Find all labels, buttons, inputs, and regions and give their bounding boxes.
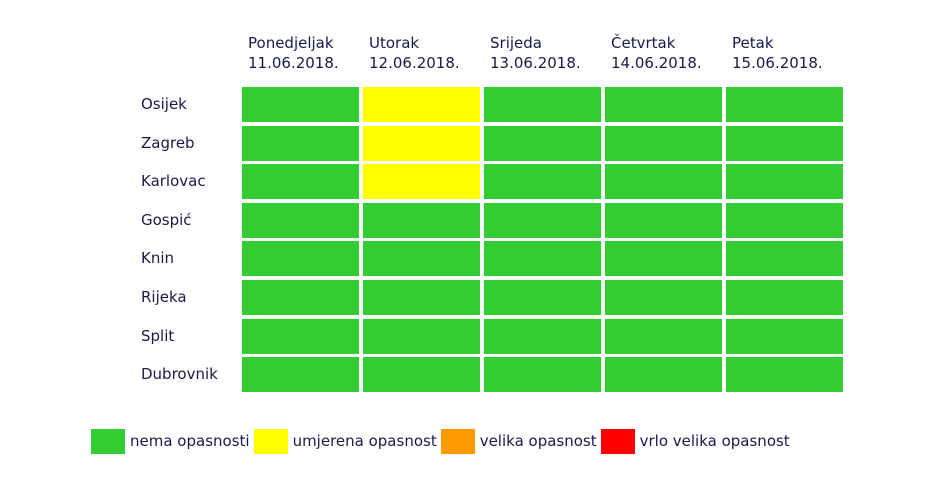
legend-label: velika opasnost [479, 432, 597, 450]
day-date: 14.06.2018. [611, 54, 702, 72]
heatmap-cell [363, 357, 480, 392]
heatmap-cell [484, 357, 601, 392]
heatmap-cell [605, 87, 722, 122]
heatmap-cell [484, 203, 601, 238]
heatmap-cell [363, 203, 480, 238]
heatmap-cell [484, 164, 601, 199]
day-date: 12.06.2018. [369, 54, 460, 72]
day-name: Ponedjeljak [248, 34, 334, 52]
heatmap-cell [484, 280, 601, 315]
heatmap-cell [726, 241, 843, 276]
heatmap-cell [242, 280, 359, 315]
city-label: Knin [141, 249, 175, 267]
city-label: Rijeka [141, 288, 187, 306]
city-label: Karlovac [141, 172, 206, 190]
city-label: Split [141, 327, 175, 345]
city-label: Dubrovnik [141, 365, 218, 383]
day-name: Petak [732, 34, 774, 52]
legend-swatch [91, 428, 125, 454]
day-header: Petak 15.06.2018. [732, 33, 823, 73]
legend-swatch [600, 428, 635, 454]
heatmap-cell [242, 126, 359, 161]
heatmap-cell [242, 164, 359, 199]
legend-label: vrlo velika opasnost [639, 432, 790, 450]
heatmap-cell [242, 241, 359, 276]
heatmap-cell [242, 87, 359, 122]
heatmap-cell [726, 203, 843, 238]
heatmap-cell [605, 203, 722, 238]
heatmap-cell [726, 280, 843, 315]
heatmap-cell [605, 280, 722, 315]
heatmap-cell [726, 87, 843, 122]
heatmap-cell [484, 319, 601, 354]
heatmap-cell [242, 203, 359, 238]
legend: nema opasnosti umjerena opasnost velika op… [91, 428, 794, 454]
legend-swatch [253, 428, 288, 454]
heatmap-cell [363, 241, 480, 276]
heatmap-cell [363, 164, 480, 199]
heatmap-cell [605, 164, 722, 199]
heatmap-cell [726, 357, 843, 392]
legend-label: umjerena opasnost [292, 432, 437, 450]
heatmap-cell [363, 87, 480, 122]
heatmap-cell [605, 319, 722, 354]
legend-item: velika opasnost [440, 428, 597, 454]
heatmap-cell [363, 319, 480, 354]
heatmap-cell [605, 357, 722, 392]
day-date: 13.06.2018. [490, 54, 581, 72]
heatmap-cell [726, 126, 843, 161]
day-header: Ponedjeljak 11.06.2018. [248, 33, 339, 73]
legend-item: vrlo velika opasnost [600, 428, 790, 454]
heatmap-cell [242, 357, 359, 392]
day-name: Utorak [369, 34, 420, 52]
legend-label: nema opasnosti [130, 432, 250, 450]
heatmap-cell [363, 126, 480, 161]
heatmap-cell [605, 126, 722, 161]
legend-item: nema opasnosti [91, 428, 250, 454]
heatmap-cell [242, 319, 359, 354]
city-label: Osijek [141, 95, 187, 113]
heatmap-cell [726, 319, 843, 354]
heatmap-cell [484, 87, 601, 122]
heatmap-cell [484, 126, 601, 161]
day-date: 15.06.2018. [732, 54, 823, 72]
legend-swatch [440, 428, 475, 454]
heatmap-cell [605, 241, 722, 276]
day-header: Utorak 12.06.2018. [369, 33, 460, 73]
day-name: Četvrtak [611, 34, 676, 52]
legend-item: umjerena opasnost [253, 428, 437, 454]
day-header: Srijeda 13.06.2018. [490, 33, 581, 73]
day-name: Srijeda [490, 34, 542, 52]
day-date: 11.06.2018. [248, 54, 339, 72]
heatmap-cell [363, 280, 480, 315]
city-label: Zagreb [141, 134, 195, 152]
heatmap-cell [726, 164, 843, 199]
city-label: Gospić [141, 211, 192, 229]
heatmap-cell [484, 241, 601, 276]
day-header: Četvrtak 14.06.2018. [611, 33, 702, 73]
